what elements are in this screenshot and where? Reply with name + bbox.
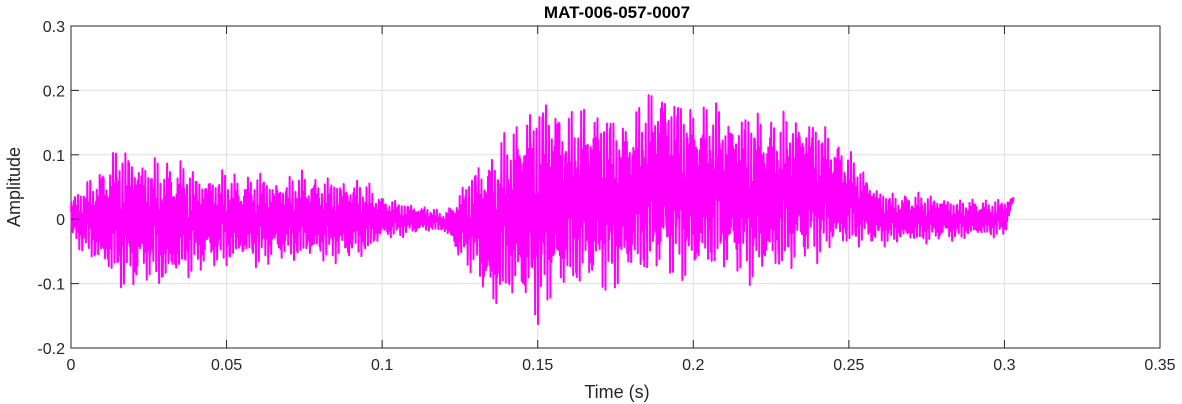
y-tick-label: 0.2 [43, 83, 65, 100]
x-tick-label: 0.15 [522, 357, 553, 374]
x-axis-label: Time (s) [584, 382, 649, 402]
x-tick-label: 0.05 [211, 357, 242, 374]
y-tick-label: 0.1 [43, 148, 65, 165]
plot-area-frame [70, 25, 1161, 349]
series-group [70, 94, 1015, 326]
y-axis-ticks: -0.2 -0.1 0 0.1 0.2 0.3 [37, 19, 1160, 358]
x-tick-label: 0 [67, 357, 76, 374]
series-line [70, 94, 1015, 326]
x-tick-label: 0.35 [1144, 357, 1175, 374]
x-tick-label: 0.1 [371, 357, 393, 374]
y-tick-label: 0.3 [43, 19, 65, 36]
x-axis-ticks: 0 0.05 0.1 0.15 0.2 0.25 0.3 0.35 [67, 26, 1176, 374]
y-tick-label: -0.2 [37, 341, 65, 358]
chart-title: MAT-006-057-0007 [544, 3, 690, 22]
y-tick-label: 0 [56, 212, 65, 229]
x-tick-label: 0.2 [682, 357, 704, 374]
y-tick-label: -0.1 [37, 277, 65, 294]
x-tick-label: 0.25 [833, 357, 864, 374]
x-tick-label: 0.3 [993, 357, 1015, 374]
y-axis-label: Amplitude [4, 147, 24, 227]
